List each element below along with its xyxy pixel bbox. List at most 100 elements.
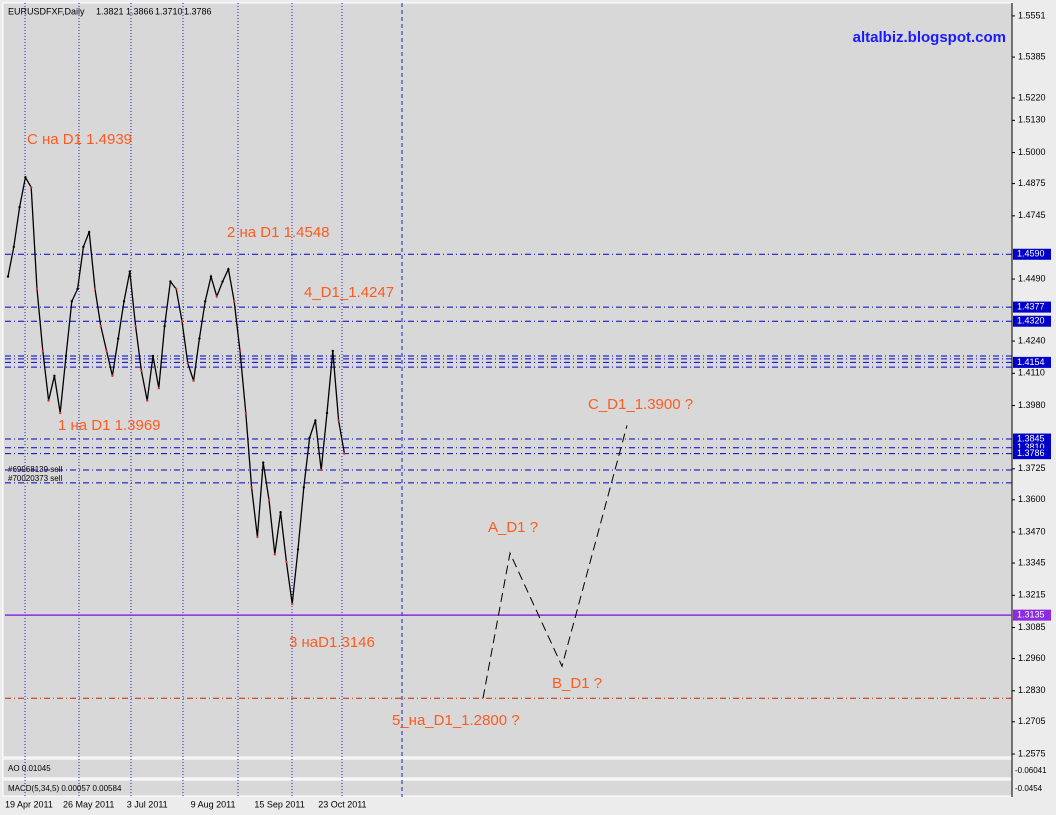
level-box [1013, 315, 1051, 327]
x-tick-label: 3 Jul 2011 [127, 799, 168, 809]
price-point [134, 324, 137, 328]
price-point [76, 287, 79, 291]
price-point [291, 602, 294, 606]
price-point [198, 337, 201, 340]
price-point [24, 176, 27, 179]
level-box [1013, 609, 1051, 621]
price-point [99, 324, 103, 328]
y-tick-label: 1.3725 [1018, 463, 1046, 473]
level-label: 1.3845 [1017, 433, 1045, 443]
level-label: 1.4590 [1017, 249, 1045, 259]
price-point [233, 300, 236, 303]
header-symbol: EURUSDFXF,Daily [8, 6, 85, 16]
price-point [169, 280, 172, 283]
x-tick-label: 23 Oct 2011 [318, 799, 366, 809]
price-point [279, 511, 282, 514]
price-point [337, 419, 340, 422]
level-box [1013, 442, 1051, 454]
price-point [41, 349, 44, 353]
price-point [30, 186, 33, 189]
level-box [1013, 356, 1051, 368]
ao-panel [2, 758, 1013, 779]
x-tick-label: 26 May 2011 [63, 799, 114, 809]
price-point [146, 399, 149, 402]
level-box [1013, 248, 1051, 260]
header-high: 1.3866 [126, 6, 154, 16]
price-point [6, 275, 10, 278]
price-point [262, 461, 265, 464]
y-tick-label: 1.3215 [1018, 590, 1046, 600]
annotation: C на D1 1.4939 [27, 131, 132, 148]
price-point [244, 411, 247, 415]
macd-label: MACD(5,34,5) 0.00057 0.00584 [8, 784, 122, 793]
price-point [343, 452, 346, 455]
macd-tick: -0.0454 [1015, 784, 1043, 793]
price-point [157, 386, 160, 390]
annotation: 4_D1_1.4247 [304, 284, 394, 301]
price-point [250, 486, 253, 489]
price-point [175, 287, 178, 291]
y-tick-label: 1.5000 [1018, 147, 1046, 157]
level-label: 1.4320 [1017, 316, 1045, 326]
y-tick-label: 1.3600 [1018, 494, 1046, 504]
price-point [320, 468, 323, 472]
annotation: A_D1 ? [488, 519, 538, 536]
price-point [18, 205, 21, 209]
price-point [88, 230, 91, 234]
price-point [163, 324, 166, 328]
plot-area [2, 2, 1013, 758]
price-point [221, 280, 224, 283]
x-tick-label: 19 Apr 2011 [5, 799, 53, 809]
price-point [122, 300, 126, 303]
level-label: 1.4377 [1017, 301, 1045, 311]
price-point [128, 270, 131, 273]
price-point [70, 300, 74, 303]
price-point [296, 548, 300, 551]
price-point [82, 245, 85, 249]
level-label: 1.3135 [1017, 610, 1045, 620]
y-tick-label: 1.5130 [1018, 115, 1046, 125]
price-point [47, 399, 50, 402]
price-point [53, 374, 56, 377]
y-tick-label: 1.2575 [1018, 748, 1046, 758]
price-point [267, 498, 271, 502]
projection-line [482, 425, 628, 699]
price-point [314, 419, 317, 422]
price-point [180, 320, 184, 323]
price-point [35, 287, 39, 291]
level-box [1013, 301, 1051, 313]
y-tick-label: 1.4110 [1018, 368, 1045, 378]
header-close: 1.3786 [184, 6, 212, 16]
price-point [285, 560, 288, 564]
annotation: 3 наD1.3146 [289, 634, 375, 651]
price-point [117, 337, 120, 340]
y-tick-label: 1.4240 [1018, 335, 1046, 345]
price-point [325, 411, 329, 415]
price-point [308, 436, 311, 439]
y-tick-label: 1.5385 [1018, 51, 1046, 61]
price-point [111, 374, 114, 377]
order-label: #70020373 sell [8, 474, 62, 483]
header-open: 1.3821 [96, 6, 124, 16]
price-point [12, 245, 15, 249]
price-point [215, 295, 218, 298]
level-box [1013, 433, 1051, 445]
y-tick-label: 1.3085 [1018, 622, 1046, 632]
level-label: 1.3810 [1017, 442, 1045, 452]
header-low: 1.3710 [155, 6, 183, 16]
price-point [151, 354, 155, 358]
price-point [93, 287, 97, 291]
ao-label: AO 0.01045 [8, 764, 51, 773]
annotation: C_D1_1.3900 ? [588, 396, 693, 413]
price-point [204, 300, 207, 303]
annotation: 5_на_D1_1.2800 ? [392, 712, 520, 729]
y-tick-label: 1.4490 [1018, 273, 1046, 283]
annotation: B_D1 ? [552, 675, 602, 692]
price-point [105, 349, 108, 353]
y-tick-label: 1.4875 [1018, 178, 1046, 188]
y-tick-label: 1.3345 [1018, 557, 1046, 567]
annotation: 2 на D1 1.4548 [227, 224, 330, 241]
price-point [59, 411, 62, 415]
